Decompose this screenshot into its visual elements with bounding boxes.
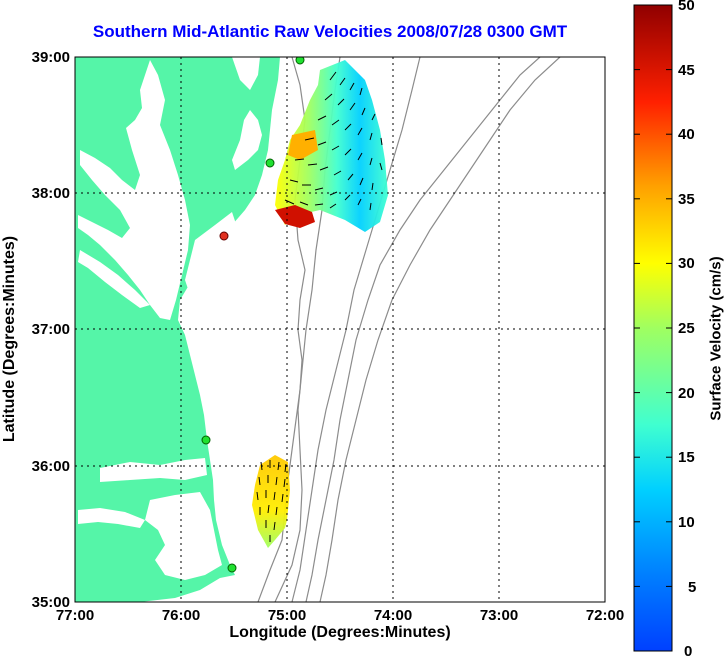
- velocity-field-north: [275, 60, 388, 232]
- colorbar-tick: 5: [688, 579, 696, 596]
- colorbar-tick: 30: [678, 255, 695, 272]
- velocity-orange-north: [288, 130, 318, 160]
- map-title: Southern Mid-Atlantic Raw Velocities 200…: [92, 22, 568, 41]
- x-tick: 77:00: [56, 607, 94, 624]
- velocity-field-south: [252, 455, 290, 548]
- velocity-hotspot-north: [275, 205, 315, 228]
- albemarle-sound: [100, 458, 207, 482]
- nc-river: [78, 508, 145, 528]
- y-tick: 38:00: [32, 185, 70, 202]
- colorbar-tick: 0: [684, 643, 692, 659]
- velocity-arrows-north: [284, 71, 383, 211]
- x-axis-label: Longitude (Degrees:Minutes): [229, 624, 451, 641]
- x-tick-labels: 77:00 76:00 75:00 74:00 73:00 72:00: [56, 607, 624, 624]
- x-tick: 73:00: [480, 607, 518, 624]
- x-tick: 72:00: [586, 607, 624, 624]
- potomac-river: [78, 250, 150, 308]
- plot-frame: [74, 56, 606, 603]
- colorbar: [633, 4, 673, 652]
- colorbar-tick: 40: [678, 126, 695, 143]
- x-tick: 74:00: [374, 607, 412, 624]
- x-tick: 76:00: [162, 607, 200, 624]
- grid-lines: [75, 57, 605, 602]
- colorbar-tick: 50: [678, 0, 695, 14]
- x-tick: 75:00: [268, 607, 306, 624]
- y-tick: 35:00: [32, 594, 70, 611]
- radar-sites: [201, 57, 305, 573]
- colorbar-tick: 10: [678, 514, 695, 531]
- eastern-shore-bay: [232, 110, 262, 170]
- colorbar-ticks: [634, 4, 672, 587]
- colorbar-tick: 15: [678, 449, 695, 466]
- colorbar-tick: 35: [678, 191, 695, 208]
- colorbar-tick-labels: 50 45 40 35 30 25 20 15 10 5 0: [678, 0, 696, 659]
- colorbar-tick: 20: [678, 385, 695, 402]
- colorbar-tick: 45: [678, 62, 695, 79]
- pamlico-sound: [145, 492, 222, 580]
- delaware-bay: [232, 57, 260, 90]
- y-tick: 37:00: [32, 321, 70, 338]
- y-tick-labels: 39:00 38:00 37:00 36:00 35:00: [32, 49, 70, 611]
- y-tick: 39:00: [32, 49, 70, 66]
- y-tick: 36:00: [32, 458, 70, 475]
- colorbar-tick: 25: [678, 320, 695, 337]
- chesapeake-bay: [78, 60, 190, 320]
